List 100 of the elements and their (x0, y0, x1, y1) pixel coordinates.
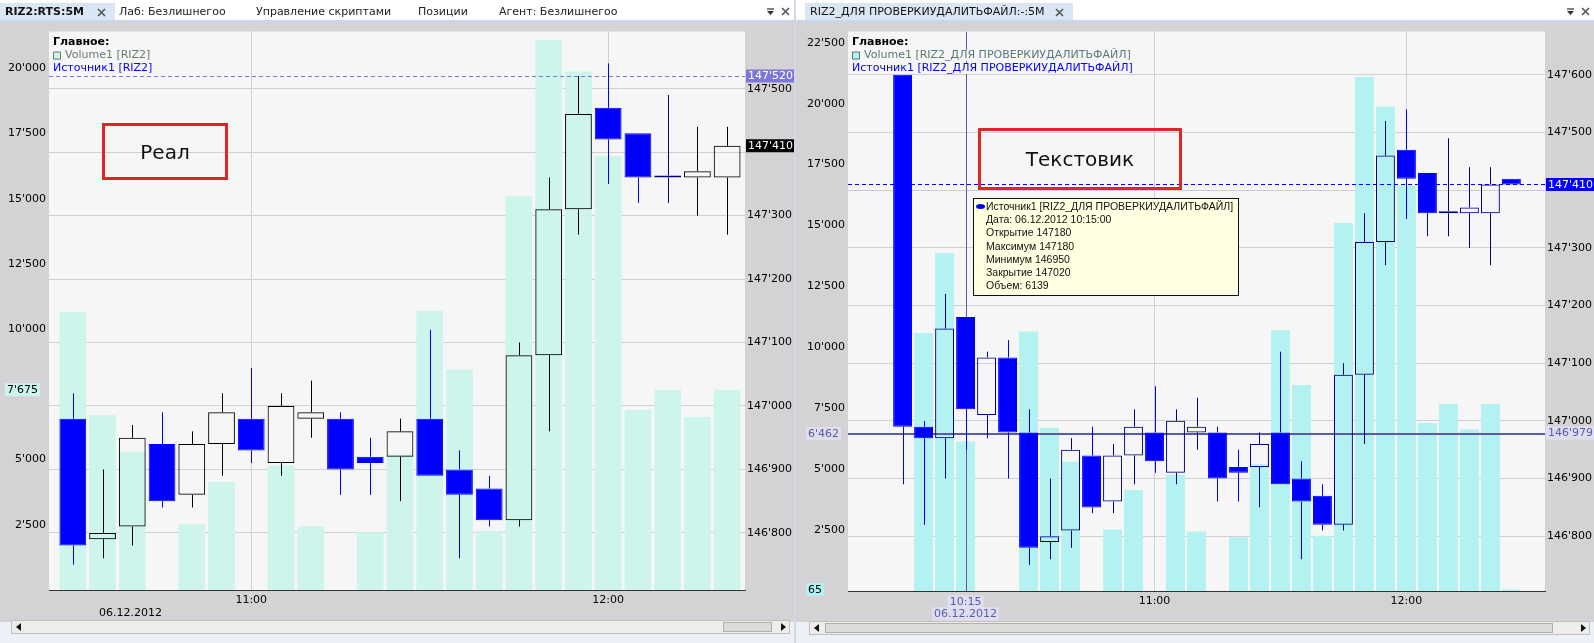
bar (1313, 535, 1332, 591)
candlestick (327, 411, 354, 496)
bar (565, 71, 592, 590)
y2-tick-label: 146'800 (747, 525, 793, 539)
bar (1480, 404, 1500, 591)
y-tick-label: 5'000 (813, 462, 845, 476)
bar (1396, 185, 1416, 591)
y2-tick-label: 147'500 (747, 81, 793, 95)
y2-tick-label: 147'300 (1547, 240, 1593, 254)
chart-title: RIZ2:RTS:5M (5, 4, 84, 20)
y-tick-label: 22'500 (806, 35, 845, 49)
x-tick-label: 11:00 (1138, 594, 1171, 608)
text: Управление скриптами (256, 4, 392, 20)
annotation: Минимум 146950 (986, 252, 1070, 265)
bar (1355, 76, 1374, 591)
bar (1459, 429, 1479, 591)
legend-title: Главное: (53, 35, 110, 49)
y2-tick-label: 147'100 (1547, 356, 1593, 370)
text: Источник1 [RIZ2_ДЛЯ ПРОВЕРКИУДАЛИТЬФАЙЛ] (852, 61, 1133, 75)
bar (1229, 537, 1248, 591)
chart-title: RIZ2_ДЛЯ ПРОВЕРКИУДАЛИТЬФАЙЛ:-:5M (810, 4, 1045, 20)
bar (1376, 106, 1395, 591)
text: Лаб: Безлишнегоо (119, 4, 226, 20)
candlestick (624, 133, 652, 204)
candlestick (237, 367, 265, 464)
ref-line-label: 6'462 (808, 426, 840, 440)
x-tick-label: 12:00 (592, 593, 625, 607)
tab: RIZ2_ДЛЯ ПРОВЕРКИУДАЛИТЬФАЙЛ:-:5M (805, 3, 1073, 20)
bar (1334, 223, 1353, 591)
y-tick-label: 2'500 (14, 517, 46, 531)
y-tick-label: 17'500 (806, 157, 845, 171)
bar (1438, 403, 1458, 591)
y2-tick-label: 147'200 (747, 271, 793, 285)
text: Позиции (418, 4, 468, 20)
bar (1166, 474, 1185, 591)
ref-line-label: 146'979 (1548, 426, 1594, 440)
bar (914, 332, 934, 591)
candlestick (1082, 426, 1101, 514)
legend-label: Volume1 [RIZ2_ДЛЯ ПРОВЕРКИУДАЛИТЬФАЙЛ] (864, 48, 1131, 62)
text: 7'675 (7, 383, 39, 397)
x-tick-label: 11:00 (235, 593, 268, 607)
bar (356, 532, 384, 590)
y-tick-label: 20'000 (806, 96, 845, 110)
annotation: Открытие 147180 (986, 226, 1072, 239)
bar (178, 524, 206, 590)
bar (208, 481, 235, 590)
y2-tick-label: 147'600 (1547, 67, 1593, 81)
y2-tick-label: 147'100 (747, 335, 793, 349)
candlestick (1208, 426, 1227, 503)
candlestick (594, 62, 622, 185)
bar (1187, 531, 1206, 591)
text: 06.12.2012 (934, 607, 998, 621)
text: Агент: Безлишнегоо (499, 4, 618, 20)
y-tick-label: 10'000 (7, 322, 46, 336)
bar (684, 417, 711, 590)
y2-tick-label: 147'500 (1547, 125, 1593, 139)
y-tick-label: 15'000 (7, 191, 46, 205)
y-tick-label: 15'000 (806, 218, 845, 232)
annotation: Источник1 [RIZ2_ДЛЯ ПРОВЕРКИУДАЛИТЬФАЙЛ] (986, 200, 1234, 214)
text: Источник1 [RIZ2] (53, 61, 153, 75)
bar (118, 451, 146, 590)
bar (505, 196, 533, 590)
candlestick (998, 339, 1017, 480)
candlestick (1313, 483, 1332, 531)
bar (594, 156, 622, 590)
y-tick-label: 20'000 (7, 61, 46, 75)
bar (1061, 461, 1080, 591)
y2-tick-label: 147'300 (747, 208, 793, 222)
candlestick (475, 475, 503, 528)
bar (654, 389, 682, 590)
annotation: Реал (140, 139, 190, 164)
annotation: Максимум 147180 (986, 239, 1075, 252)
bar (89, 415, 116, 590)
candlestick (356, 437, 384, 496)
ref-line-label: 147'410 (1548, 177, 1594, 191)
candlestick (148, 411, 176, 509)
ref-line-label: 147'520 (748, 69, 794, 83)
bar (1103, 529, 1122, 591)
y2-tick-label: 146'900 (747, 462, 793, 476)
y2-tick-label: 147'000 (747, 398, 793, 412)
bar (935, 253, 955, 591)
y-tick-label: 7'500 (813, 401, 845, 415)
y-tick-label: 10'000 (806, 340, 845, 354)
y2-tick-label: 147'000 (1547, 413, 1593, 427)
bar (535, 39, 563, 590)
y-tick-label: 17'500 (7, 126, 46, 140)
bar (956, 441, 976, 591)
y-tick-label: 5'000 (14, 452, 46, 466)
annotation: Объем: 6139 (986, 279, 1049, 292)
y2-tick-label: 146'800 (1547, 529, 1593, 543)
y2-tick-label: 146'900 (1547, 471, 1593, 485)
legend-title: Главное: (852, 35, 909, 49)
text: 65 (808, 582, 822, 596)
bar (713, 389, 741, 590)
text: 147'410 (748, 139, 794, 153)
annotation: Дата: 06.12.2012 10:15:00 (986, 213, 1112, 226)
bar (624, 410, 652, 590)
bar (1124, 489, 1143, 591)
annotation: Закрытие 147020 (986, 266, 1071, 279)
candlestick (1145, 385, 1164, 474)
